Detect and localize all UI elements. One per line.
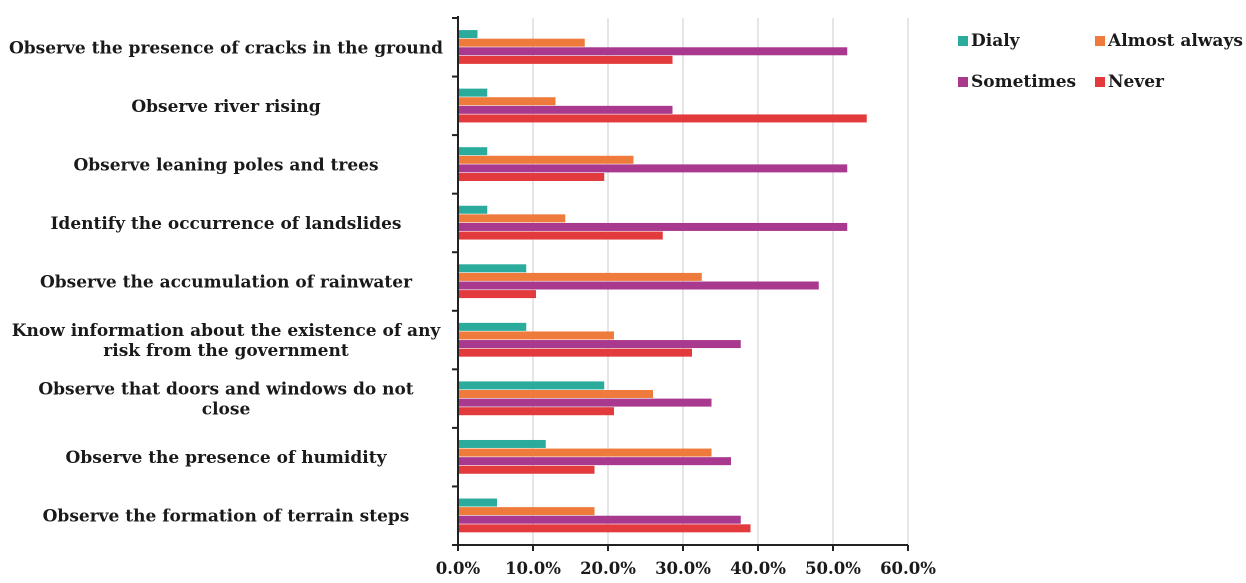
legend-label: Sometimes [971,72,1076,92]
legend-label: Almost always [1107,31,1243,51]
category-label: Observe the presence of cracks in the gr… [9,38,443,58]
legend-swatch [1095,36,1105,46]
bar-dialy [458,147,488,156]
bar-never [458,407,614,416]
category-label: Observe the accumulation of rainwater [40,273,413,293]
bar-dialy [458,498,497,507]
bar-dialy [458,30,478,39]
legend-label: Never [1108,72,1165,92]
legend-swatch [958,36,968,46]
bar-almost-always [458,507,595,516]
x-tick-label: 60.0% [880,559,936,578]
category-label: Observe the formation of terrain steps [43,507,410,527]
bar-dialy [458,381,605,390]
category-label: Observe river rising [131,97,320,117]
bar-dialy [458,322,527,331]
bar-sometimes [458,222,848,231]
x-tick-label: 40.0% [730,559,786,578]
bar-sometimes [458,398,712,407]
category-label: Observe that doors and windows do not clo… [38,380,413,420]
bar-dialy [458,205,488,214]
bar-sometimes [458,515,741,524]
bar-sometimes [458,340,741,349]
bar-sometimes [458,457,731,466]
legend-swatch [1095,77,1105,87]
legend-label: Dialy [971,31,1021,51]
bar-almost-always [458,272,702,281]
bar-almost-always [458,390,653,399]
bar-sometimes [458,105,673,114]
bar-never [458,172,605,181]
bar-never [458,348,692,357]
bar-almost-always [458,448,712,457]
bar-dialy [458,88,488,97]
bar-almost-always [458,38,585,47]
bar-never [458,524,751,533]
x-tick-label: 10.0% [505,559,561,578]
bar-sometimes [458,47,848,56]
bar-dialy [458,264,527,273]
category-label: Know information about the existence of … [12,321,442,361]
bar-never [458,231,663,240]
bar-dialy [458,439,546,448]
x-tick-label: 0.0% [436,559,481,578]
category-label: Identify the occurrence of landslides [50,214,401,234]
category-label: Observe leaning poles and trees [73,155,378,175]
bar-never [458,55,673,64]
bar-never [458,290,536,299]
x-tick-label: 50.0% [805,559,861,578]
bar-almost-always [458,214,566,223]
x-tick-label: 20.0% [580,559,636,578]
bar-sometimes [458,281,819,290]
legend-swatch [958,77,968,87]
bar-never [458,114,867,123]
bar-almost-always [458,97,556,106]
bar-almost-always [458,331,614,340]
bar-never [458,465,595,474]
x-tick-label: 30.0% [655,559,711,578]
bar-sometimes [458,164,848,173]
bar-almost-always [458,155,634,164]
category-label: Observe the presence of humidity [66,448,388,468]
